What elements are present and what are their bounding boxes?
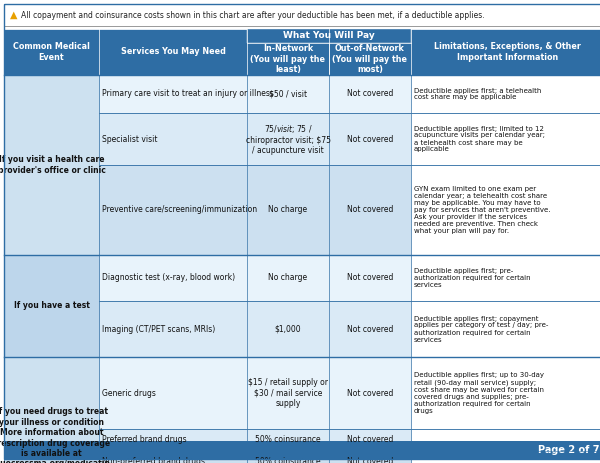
- Text: Deductible applies first; limited to 12
acupuncture visits per calendar year;
a : Deductible applies first; limited to 12 …: [414, 125, 545, 152]
- Bar: [329, 429, 411, 451]
- Bar: [4, 29, 600, 75]
- Bar: [4, 255, 99, 357]
- Bar: [4, 441, 600, 459]
- Bar: [4, 75, 99, 255]
- Bar: [99, 357, 247, 429]
- Text: ▲: ▲: [10, 10, 18, 20]
- Text: Non-preferred brand drugs: Non-preferred brand drugs: [102, 457, 205, 463]
- Bar: [247, 113, 329, 165]
- Text: Generic drugs: Generic drugs: [102, 388, 156, 398]
- Bar: [247, 29, 411, 43]
- Bar: [329, 113, 411, 165]
- Text: Limitations, Exceptions, & Other
Important Information: Limitations, Exceptions, & Other Importa…: [434, 42, 581, 62]
- Text: Preventive care/screening/immunization: Preventive care/screening/immunization: [102, 206, 257, 214]
- Text: Not covered: Not covered: [347, 388, 393, 398]
- Text: No charge: No charge: [268, 206, 308, 214]
- Text: Common Medical
Event: Common Medical Event: [13, 42, 90, 62]
- Text: In-Network
(You will pay the
least): In-Network (You will pay the least): [251, 44, 325, 74]
- Bar: [247, 357, 329, 429]
- Bar: [99, 113, 247, 165]
- Bar: [99, 451, 247, 463]
- Bar: [99, 75, 247, 113]
- Text: Not covered: Not covered: [347, 457, 393, 463]
- Bar: [411, 429, 600, 451]
- Bar: [411, 113, 600, 165]
- Text: GYN exam limited to one exam per
calendar year; a telehealth cost share
may be a: GYN exam limited to one exam per calenda…: [414, 186, 551, 234]
- Bar: [329, 255, 411, 301]
- Bar: [329, 357, 411, 429]
- Text: Diagnostic test (x-ray, blood work): Diagnostic test (x-ray, blood work): [102, 274, 235, 282]
- Text: Not covered: Not covered: [347, 89, 393, 99]
- Bar: [99, 255, 247, 301]
- Text: 50% coinsurance: 50% coinsurance: [255, 436, 321, 444]
- Text: Preferred brand drugs: Preferred brand drugs: [102, 436, 187, 444]
- Bar: [411, 255, 600, 301]
- Text: Not covered: Not covered: [347, 325, 393, 333]
- Text: Deductible applies first; up to 30-day
retail (90-day mail service) supply;
cost: Deductible applies first; up to 30-day r…: [414, 372, 544, 414]
- Text: Imaging (CT/PET scans, MRIs): Imaging (CT/PET scans, MRIs): [102, 325, 215, 333]
- Bar: [329, 165, 411, 255]
- Bar: [411, 357, 600, 429]
- Text: Not covered: Not covered: [347, 134, 393, 144]
- Bar: [4, 4, 600, 26]
- Text: If you need drugs to treat
your illness or condition
More information about
pres: If you need drugs to treat your illness …: [0, 407, 110, 463]
- Bar: [247, 451, 329, 463]
- Text: If you visit a health care
provider's office or clinic: If you visit a health care provider's of…: [0, 155, 106, 175]
- Bar: [411, 75, 600, 113]
- Text: Not covered: Not covered: [347, 436, 393, 444]
- Bar: [329, 301, 411, 357]
- Bar: [247, 165, 329, 255]
- Bar: [247, 301, 329, 357]
- Text: Not covered: Not covered: [347, 274, 393, 282]
- Bar: [329, 75, 411, 113]
- Bar: [411, 301, 600, 357]
- Text: Deductible applies first; pre-
authorization required for certain
services: Deductible applies first; pre- authoriza…: [414, 268, 530, 288]
- Bar: [4, 357, 99, 463]
- Text: All copayment and coinsurance costs shown in this chart are after your deductibl: All copayment and coinsurance costs show…: [21, 11, 485, 19]
- Text: Services You May Need: Services You May Need: [121, 48, 226, 56]
- Bar: [247, 75, 329, 113]
- Bar: [247, 255, 329, 301]
- Bar: [247, 429, 329, 451]
- Text: Page 2 of 7: Page 2 of 7: [538, 445, 599, 455]
- Text: $15 / retail supply or
$30 / mail service
supply: $15 / retail supply or $30 / mail servic…: [248, 378, 328, 408]
- Text: No charge: No charge: [268, 274, 308, 282]
- Text: What You Will Pay: What You Will Pay: [283, 31, 375, 40]
- Text: $50 / visit: $50 / visit: [269, 89, 307, 99]
- Bar: [411, 165, 600, 255]
- Text: $1,000: $1,000: [275, 325, 301, 333]
- Text: If you have a test: If you have a test: [14, 301, 89, 311]
- Text: Specialist visit: Specialist visit: [102, 134, 157, 144]
- Bar: [99, 429, 247, 451]
- Bar: [411, 451, 600, 463]
- Text: Primary care visit to treat an injury or illness: Primary care visit to treat an injury or…: [102, 89, 274, 99]
- Text: $75 / visit; $75 /
chiropractor visit; $75
/ acupuncture visit: $75 / visit; $75 / chiropractor visit; $…: [245, 123, 331, 156]
- Bar: [99, 165, 247, 255]
- Bar: [99, 301, 247, 357]
- Text: 50% coinsurance: 50% coinsurance: [255, 457, 321, 463]
- Text: Deductible applies first; a telehealth
cost share may be applicable: Deductible applies first; a telehealth c…: [414, 88, 541, 100]
- Bar: [329, 451, 411, 463]
- Text: Deductible applies first; copayment
applies per category of test / day; pre-
aut: Deductible applies first; copayment appl…: [414, 315, 548, 343]
- Text: Out-of-Network
(You will pay the
most): Out-of-Network (You will pay the most): [332, 44, 407, 74]
- Text: Not covered: Not covered: [347, 206, 393, 214]
